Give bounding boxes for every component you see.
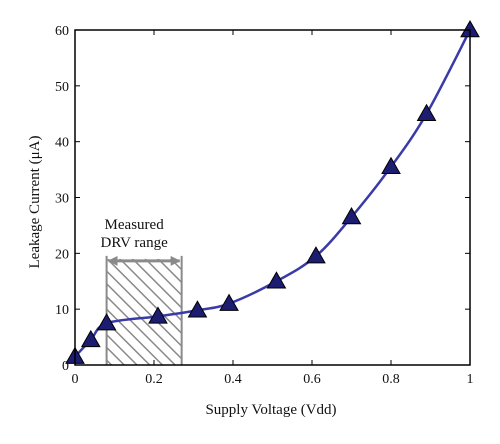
- x-tick-label: 0.6: [303, 372, 321, 387]
- series-markers: [65, 19, 480, 364]
- drv-label-line-2: DRV range: [100, 235, 168, 251]
- y-tick-label: 10: [55, 303, 69, 318]
- y-tick-label: 30: [55, 192, 69, 207]
- x-tick-label: 1: [467, 372, 474, 387]
- data-point-2: [80, 329, 101, 348]
- y-tick-label: 50: [55, 80, 69, 95]
- data-point-4: [148, 306, 168, 324]
- data-point-6: [219, 293, 239, 311]
- x-tick-label: 0.4: [224, 372, 242, 387]
- data-point-3: [96, 313, 117, 331]
- y-tick-label: 60: [55, 24, 69, 39]
- data-point-5: [187, 300, 208, 318]
- x-tick-label: 0.8: [382, 372, 400, 387]
- data-point-11: [416, 103, 437, 121]
- x-tick-label: 0: [72, 372, 79, 387]
- data-point-10: [381, 156, 401, 175]
- data-point-9: [341, 207, 362, 225]
- drv-range-annotation: Measured DRV range: [100, 217, 183, 365]
- y-tick-label: 0: [62, 359, 69, 374]
- data-point-7: [266, 271, 287, 289]
- y-tick-label: 40: [55, 136, 69, 151]
- drv-hatched-region: [106, 258, 182, 365]
- y-tick-label: 20: [55, 247, 69, 262]
- data-point-8: [306, 246, 326, 264]
- x-axis-title: Supply Voltage (Vdd): [205, 402, 336, 418]
- x-tick-label: 0.2: [145, 372, 163, 387]
- y-axis-title: Leakage Current (μA): [27, 136, 43, 269]
- drv-label-line-1: Measured: [105, 217, 165, 233]
